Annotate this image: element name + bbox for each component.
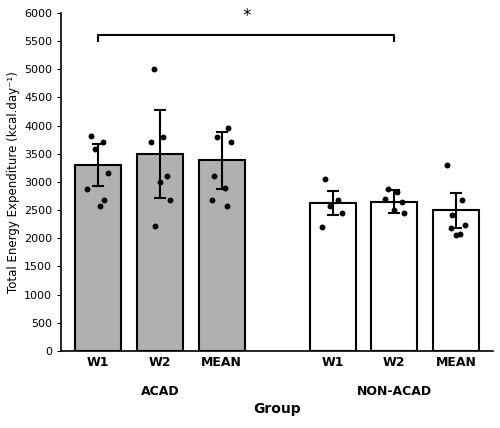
Point: [322, 175, 330, 182]
Point: [87, 132, 95, 139]
Point: [210, 173, 218, 180]
Text: *: *: [242, 7, 250, 25]
Point: [104, 170, 112, 177]
Point: [381, 196, 389, 202]
Point: [99, 139, 107, 146]
Point: [447, 225, 455, 232]
Bar: [310, 203, 356, 351]
Point: [91, 146, 99, 153]
Point: [83, 185, 91, 192]
Point: [444, 162, 452, 169]
Bar: [137, 154, 183, 351]
Y-axis label: Total Energy Expenditure (kcal.day⁻¹): Total Energy Expenditure (kcal.day⁻¹): [7, 71, 20, 293]
Bar: [198, 160, 245, 351]
Point: [334, 196, 342, 203]
Bar: [371, 202, 418, 351]
Point: [224, 125, 232, 132]
Point: [100, 196, 108, 203]
Point: [164, 173, 172, 180]
Point: [394, 189, 402, 196]
Point: [151, 223, 159, 229]
Point: [227, 139, 235, 146]
Point: [452, 232, 460, 239]
Point: [166, 196, 174, 203]
Point: [384, 185, 392, 192]
Point: [398, 198, 406, 205]
Point: [150, 66, 158, 73]
Point: [458, 196, 466, 203]
Point: [146, 139, 154, 146]
Point: [448, 211, 456, 218]
Point: [212, 134, 220, 140]
Point: [390, 207, 398, 214]
Point: [156, 178, 164, 185]
X-axis label: Group: Group: [254, 402, 301, 416]
Point: [96, 202, 104, 209]
Point: [222, 202, 230, 209]
Point: [159, 134, 167, 140]
Text: NON-ACAD: NON-ACAD: [357, 385, 432, 398]
Point: [456, 230, 464, 237]
Point: [318, 223, 326, 230]
Text: ACAD: ACAD: [140, 385, 179, 398]
Bar: [75, 165, 122, 351]
Point: [400, 209, 408, 216]
Point: [208, 196, 216, 203]
Point: [338, 209, 346, 216]
Bar: [433, 210, 479, 351]
Point: [460, 222, 468, 229]
Point: [326, 202, 334, 209]
Point: [220, 184, 228, 191]
